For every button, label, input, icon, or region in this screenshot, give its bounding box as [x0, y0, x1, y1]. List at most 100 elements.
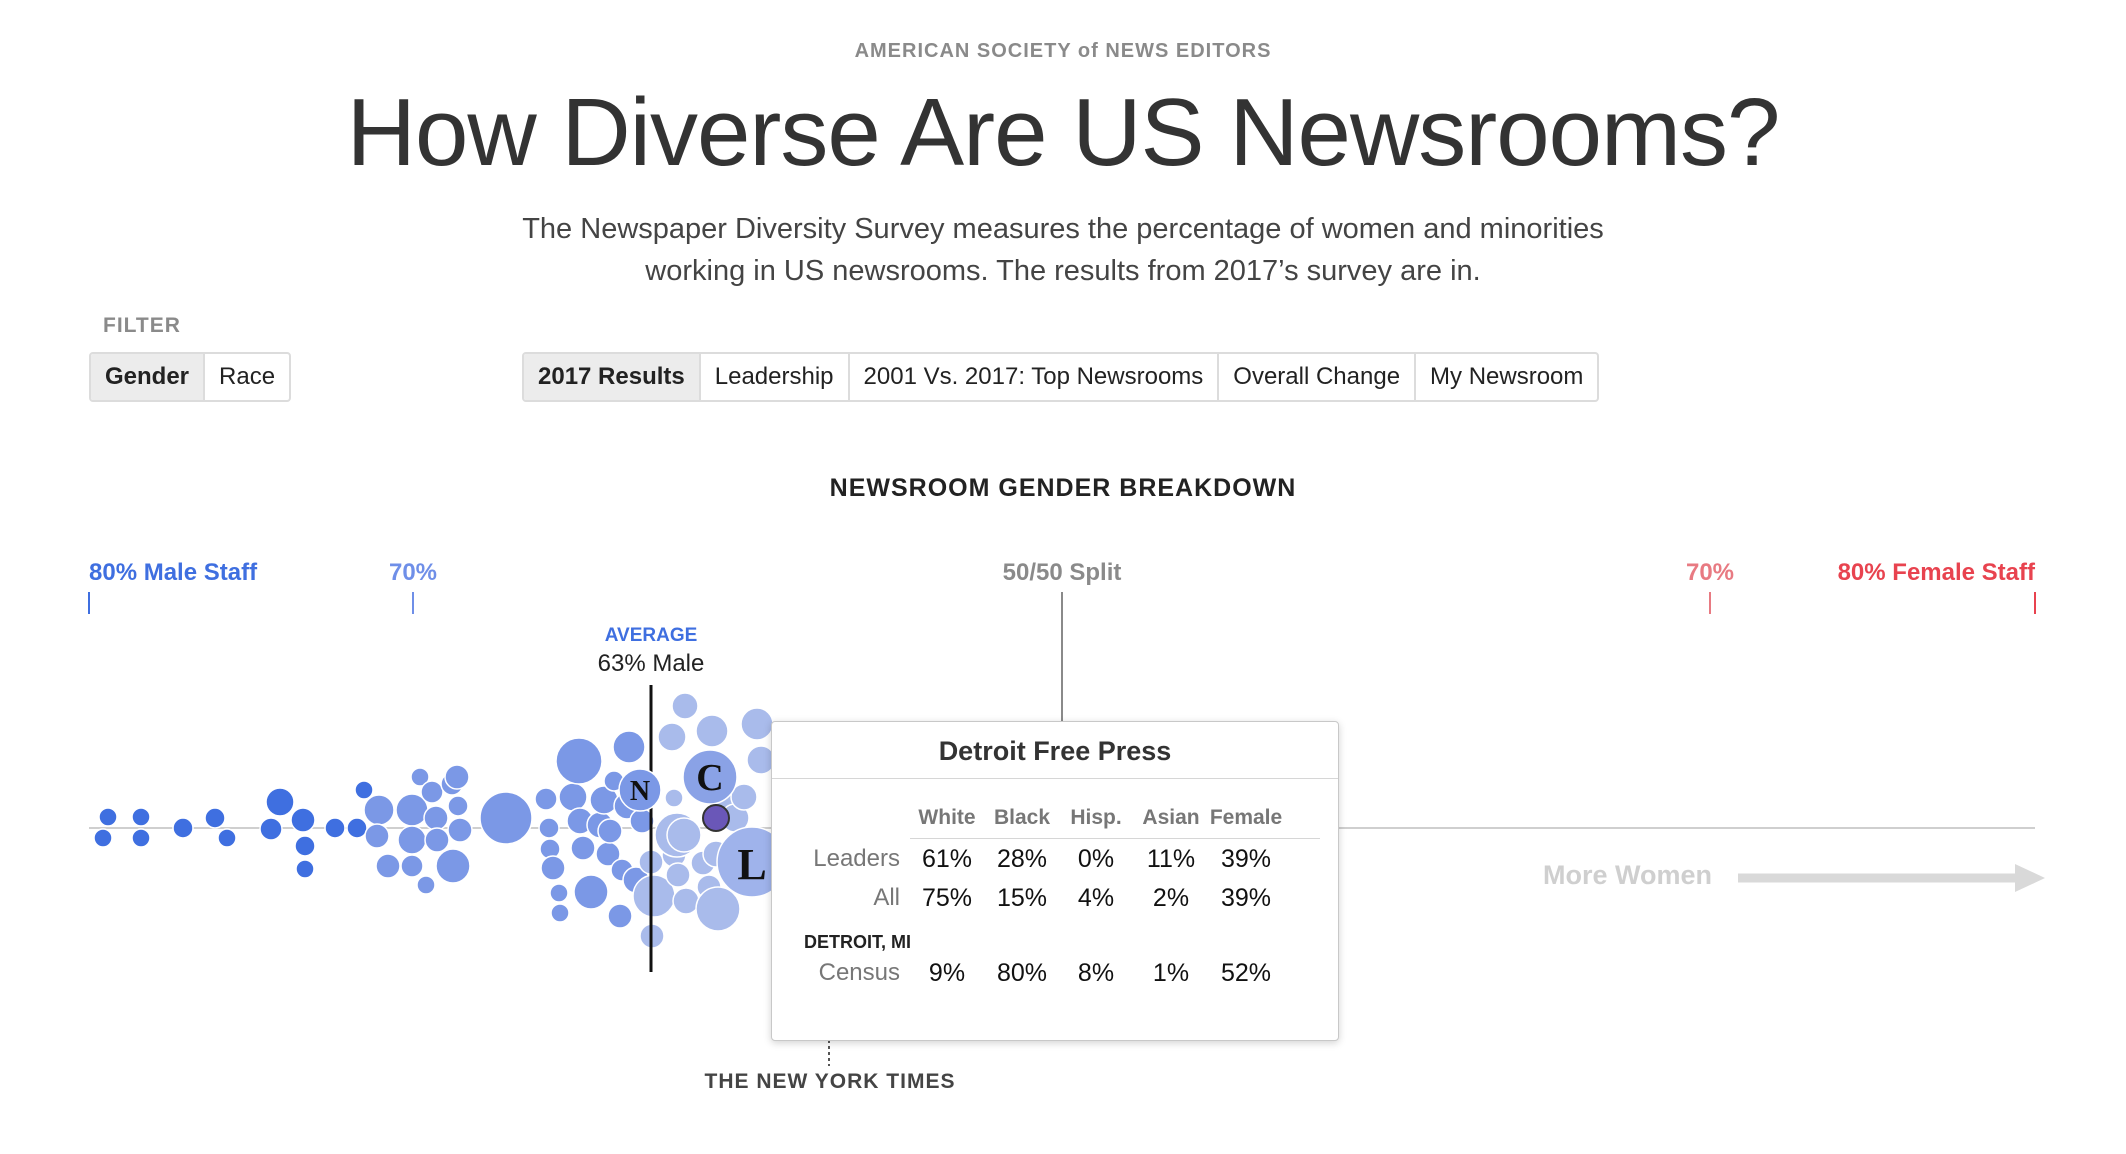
newsroom-bubble[interactable]: [400, 854, 424, 878]
newsroom-bubble[interactable]: [447, 817, 473, 843]
tooltip-location: DETROIT, MI: [804, 932, 911, 952]
newsroom-tooltip: Detroit Free Press White Black Hisp. Asi…: [771, 721, 1339, 1041]
cell-leaders-black: 28%: [996, 845, 1048, 873]
newsroom-bubble[interactable]: [538, 817, 560, 839]
newsroom-bubble[interactable]: [217, 828, 237, 848]
scale-label-80-male: 80% Male Staff: [89, 559, 258, 586]
newsroom-bubble[interactable]: [555, 737, 603, 785]
newsroom-bubbles: [93, 692, 776, 949]
newsroom-bubble[interactable]: [550, 903, 570, 923]
row-label-leaders: Leaders: [813, 845, 900, 872]
newsroom-bubble[interactable]: [204, 807, 226, 829]
scale-label-5050: 50/50 Split: [1003, 559, 1122, 586]
newsroom-bubble[interactable]: [534, 787, 558, 811]
view-tabs: 2017 Results Leadership 2001 Vs. 2017: T…: [522, 352, 1600, 402]
detroit-free-press-bubble[interactable]: [702, 804, 730, 832]
newsroom-bubble[interactable]: [740, 707, 774, 741]
newsroom-bubble[interactable]: [346, 817, 368, 839]
newsroom-bubble[interactable]: [265, 787, 295, 817]
filter-race-button[interactable]: Race: [219, 363, 276, 390]
newsroom-bubble[interactable]: [93, 828, 113, 848]
col-header-female: Female: [1209, 806, 1283, 829]
nyt-logo-glyph: N: [630, 776, 650, 807]
newsroom-bubble[interactable]: [570, 835, 596, 861]
newsroom-bubble[interactable]: [410, 767, 430, 787]
newsroom-bubble[interactable]: [695, 714, 729, 748]
tooltip-header-divider: [910, 838, 1320, 839]
cell-census-asian: 1%: [1152, 959, 1190, 987]
cell-leaders-asian: 11%: [1146, 845, 1196, 873]
newsroom-bubble[interactable]: [672, 887, 700, 915]
nyt-bubble[interactable]: N: [618, 768, 662, 812]
average-value: 63% Male: [598, 650, 705, 677]
row-label-all: All: [873, 884, 900, 911]
newsroom-bubble[interactable]: [612, 730, 646, 764]
newsroom-bubble[interactable]: [290, 807, 316, 833]
cell-all-female: 39%: [1220, 884, 1272, 912]
filter-toggle: Gender Race: [89, 352, 292, 402]
col-header-white: White: [918, 806, 976, 829]
nyt-callout-label: THE NEW YORK TIMES: [704, 1070, 956, 1093]
average-label: AVERAGE: [605, 625, 698, 646]
la-times-logo-glyph: L: [737, 840, 766, 889]
filter-gender-button[interactable]: Gender: [91, 354, 206, 400]
page-subtitle: The Newspaper Diversity Survey measures …: [0, 208, 2126, 292]
chart-title: NEWSROOM GENDER BREAKDOWN: [829, 474, 1297, 502]
newsroom-bubble[interactable]: [294, 835, 316, 857]
newsroom-bubble[interactable]: [397, 825, 427, 855]
cell-all-white: 75%: [921, 884, 973, 912]
newsroom-bubble[interactable]: [607, 903, 633, 929]
newsroom-bubble[interactable]: [447, 795, 469, 817]
tab-my-newsroom[interactable]: My Newsroom: [1430, 363, 1584, 390]
filter-label: FILTER: [103, 314, 181, 337]
cell-leaders-female: 39%: [1220, 845, 1272, 873]
newsroom-bubble[interactable]: [435, 848, 471, 884]
newsroom-bubble[interactable]: [479, 791, 533, 845]
cell-all-asian: 2%: [1152, 884, 1190, 912]
newsroom-bubble[interactable]: [444, 764, 470, 790]
tooltip-divider: [772, 778, 1338, 779]
newsroom-bubble[interactable]: [259, 817, 283, 841]
newsroom-bubble[interactable]: [730, 783, 758, 811]
newsroom-bubble[interactable]: [424, 827, 450, 853]
newsroom-bubble[interactable]: [172, 817, 194, 839]
newsroom-bubble[interactable]: [354, 780, 374, 800]
newsroom-bubble[interactable]: [423, 805, 449, 831]
newsroom-bubble[interactable]: [416, 875, 436, 895]
newsroom-bubble[interactable]: [131, 807, 151, 827]
col-header-asian: Asian: [1142, 806, 1200, 829]
newsroom-bubble[interactable]: [666, 817, 702, 853]
newsroom-bubble[interactable]: [558, 782, 588, 812]
newsroom-bubble[interactable]: [375, 853, 401, 879]
newsroom-bubble[interactable]: [657, 722, 687, 752]
tab-leadership[interactable]: Leadership: [701, 354, 850, 400]
newsroom-bubble[interactable]: [549, 883, 569, 903]
newsroom-bubble[interactable]: [98, 807, 118, 827]
newsroom-bubble[interactable]: [573, 874, 609, 910]
subtitle-line-2: working in US newsrooms. The results fro…: [645, 255, 1481, 287]
cell-leaders-white: 61%: [921, 845, 973, 873]
average-marker: AVERAGE 63% Male: [598, 625, 705, 972]
newsroom-bubble[interactable]: [420, 780, 444, 804]
newsroom-bubble[interactable]: [664, 788, 684, 808]
newsroom-bubble[interactable]: [665, 862, 691, 888]
chicago-tribune-logo-glyph: C: [696, 757, 723, 799]
page-title: How Diverse Are US Newsrooms?: [346, 79, 1781, 186]
newsroom-bubble[interactable]: [131, 828, 151, 848]
newsroom-bubble[interactable]: [695, 886, 741, 932]
newsroom-bubble[interactable]: [597, 818, 623, 844]
newsroom-bubble[interactable]: [540, 855, 566, 881]
chicago-tribune-bubble[interactable]: C: [682, 749, 738, 805]
tab-2017-results[interactable]: 2017 Results: [524, 354, 701, 400]
cell-leaders-hisp: 0%: [1077, 845, 1115, 873]
newsroom-bubble[interactable]: [295, 859, 315, 879]
tab-overall-change[interactable]: Overall Change: [1219, 354, 1417, 400]
newsroom-bubble[interactable]: [364, 823, 390, 849]
newsroom-bubble[interactable]: [363, 794, 395, 826]
cell-all-hisp: 4%: [1077, 884, 1115, 912]
tab-2001-vs-2017[interactable]: 2001 Vs. 2017: Top Newsrooms: [850, 354, 1220, 400]
newsroom-bubble[interactable]: [671, 692, 699, 720]
newsroom-bubble[interactable]: [324, 817, 346, 839]
scale-label-80-female: 80% Female Staff: [1838, 559, 2036, 586]
